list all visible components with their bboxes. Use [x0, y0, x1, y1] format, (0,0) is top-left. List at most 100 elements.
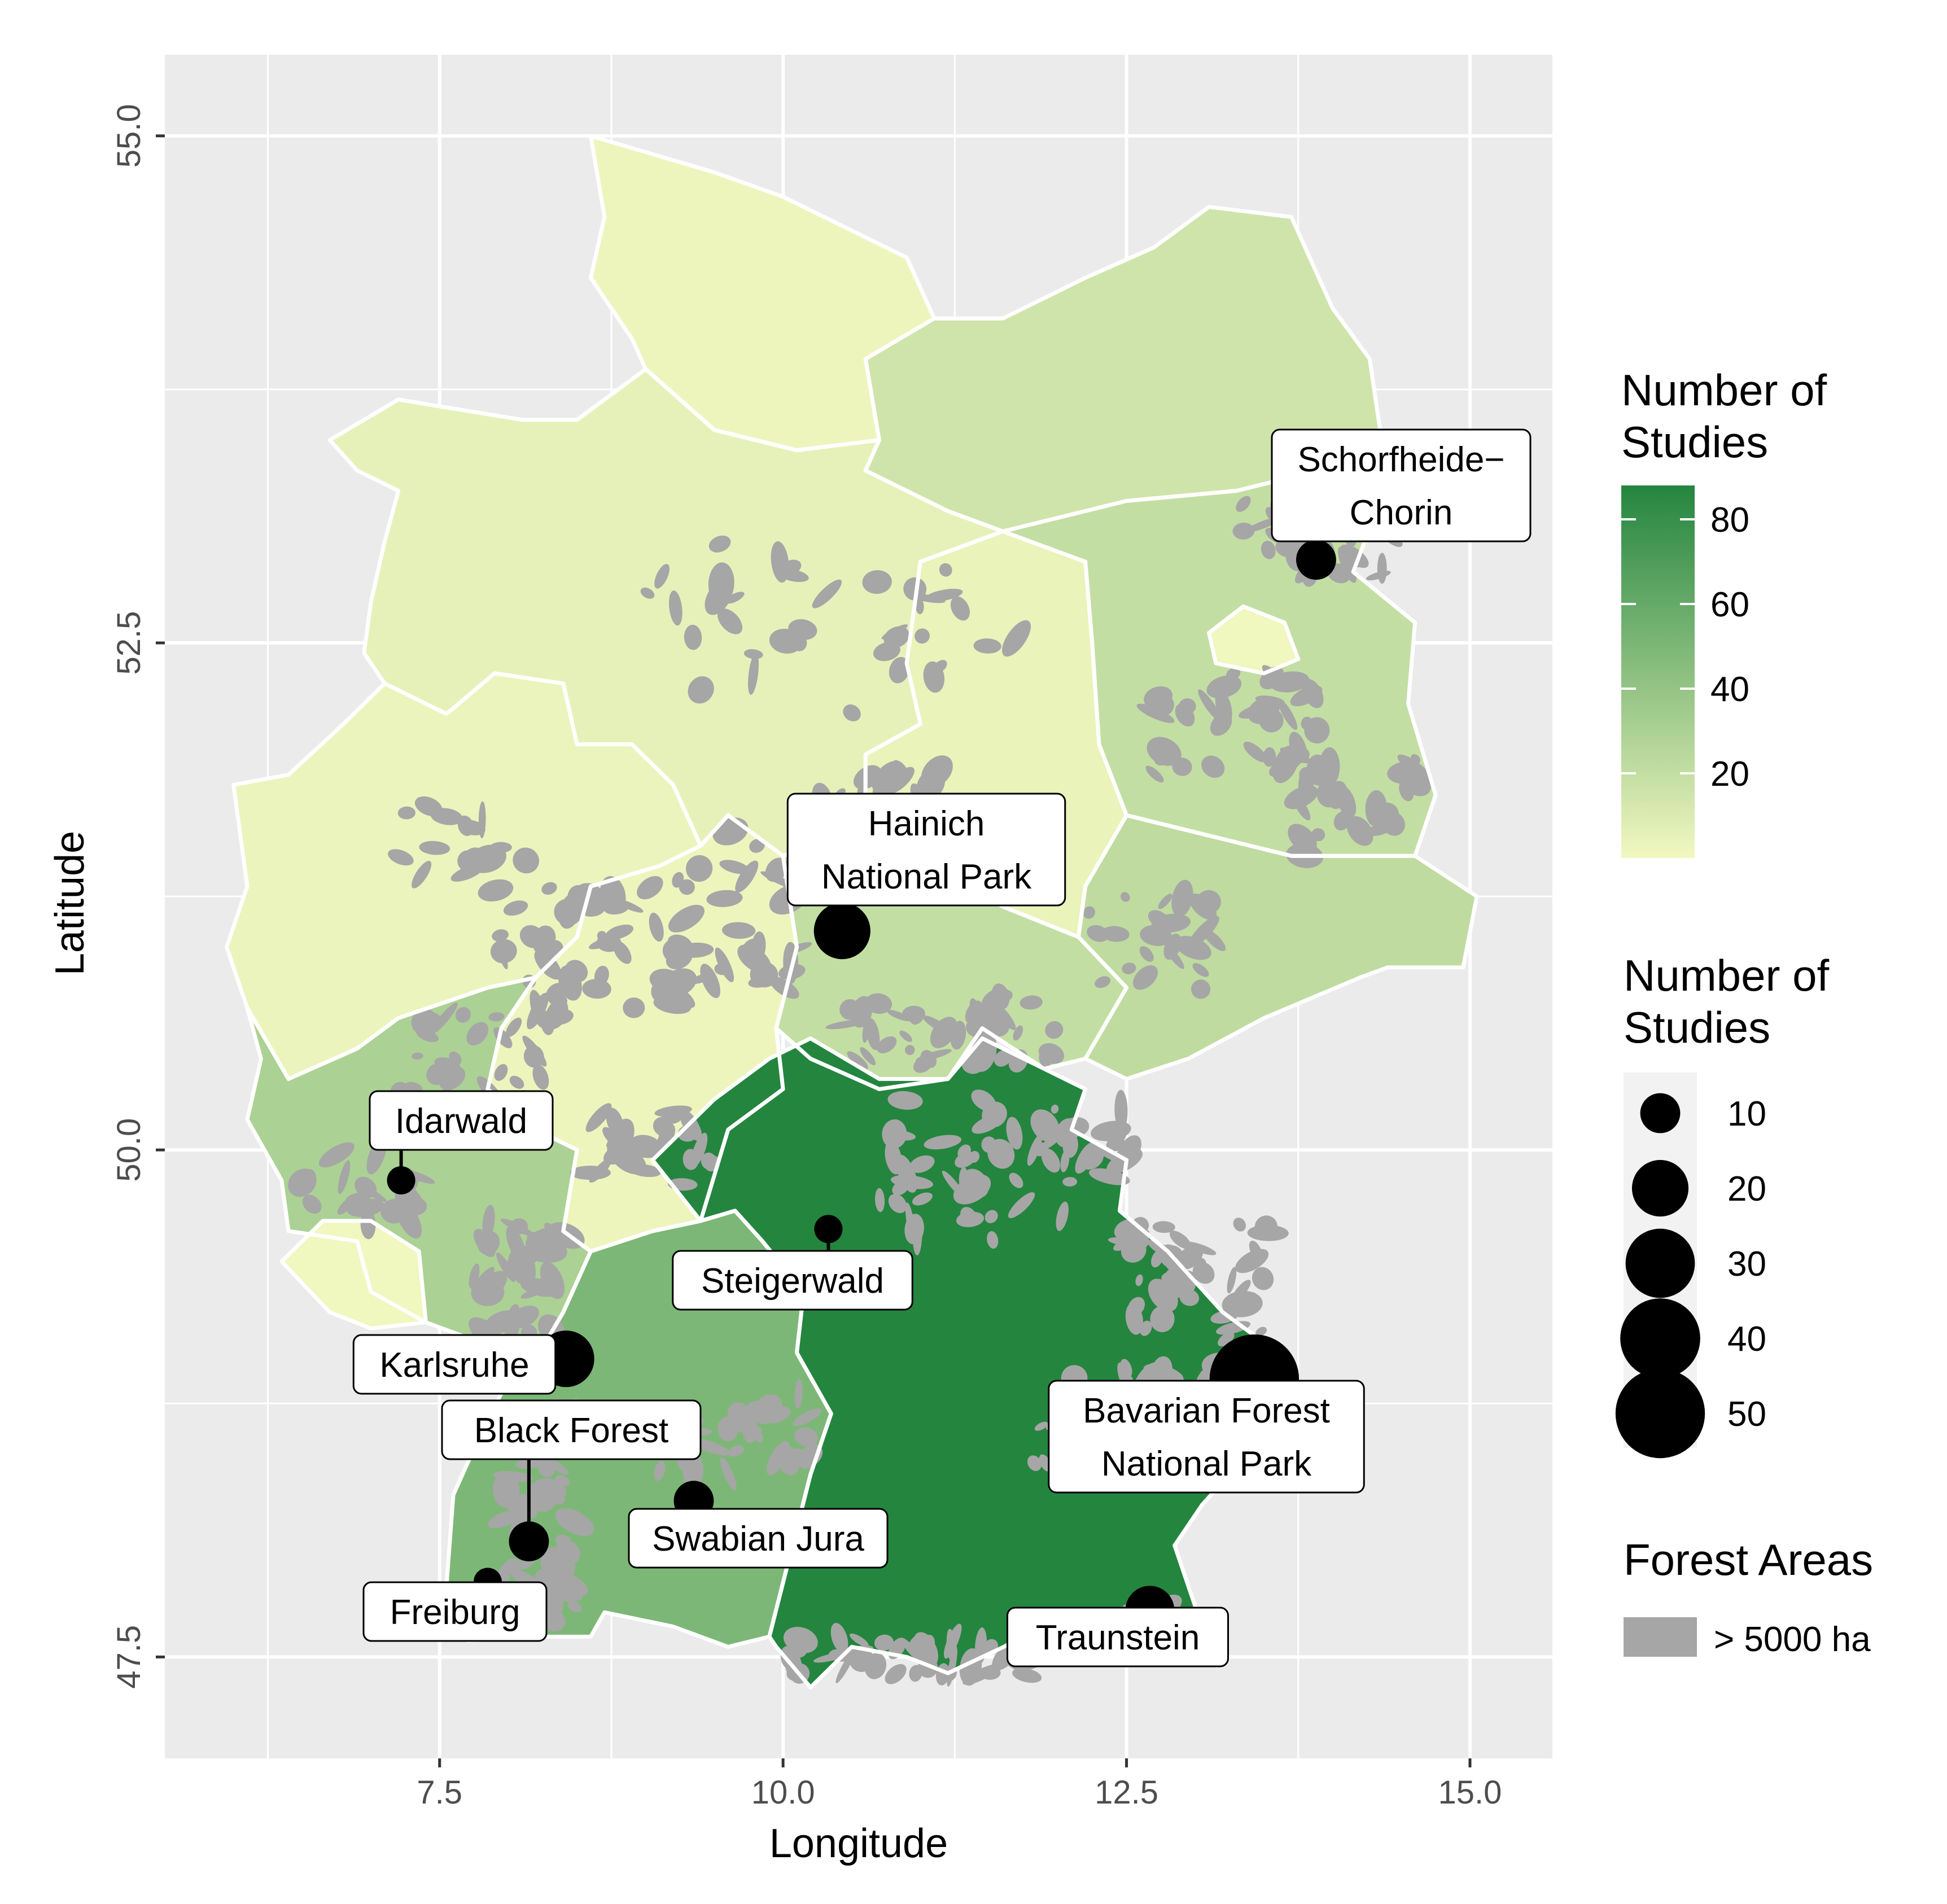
- forest-patch: [1139, 946, 1154, 962]
- label-box: [369, 1090, 554, 1151]
- region-lower-saxony: [330, 369, 1003, 856]
- forest-patch: [1128, 1297, 1145, 1316]
- size-key-label: 20: [1727, 1170, 1766, 1209]
- forest-patch: [1254, 1215, 1277, 1238]
- site-label-text: Schorfheide−: [1297, 440, 1504, 479]
- forest-patch: [1243, 741, 1267, 763]
- forest-patch: [450, 864, 484, 882]
- forest-patch: [889, 656, 910, 684]
- forest-patch: [1196, 890, 1221, 914]
- forest-patch: [1152, 1221, 1175, 1233]
- forest-patch: [489, 842, 512, 853]
- forest-patch: [892, 1180, 909, 1196]
- forest-patch: [541, 882, 557, 895]
- forest-patch: [1095, 976, 1111, 988]
- x-tick-label: 10.0: [751, 1774, 815, 1811]
- forest-patch: [603, 1140, 638, 1165]
- forest-patch: [994, 1050, 1012, 1067]
- forest-patch: [793, 1408, 822, 1426]
- forest-patch: [1041, 1148, 1061, 1173]
- label-box: [1007, 1607, 1229, 1667]
- forest-patch: [554, 1475, 570, 1487]
- forest-patch: [1228, 1292, 1256, 1306]
- forest-patch: [1120, 892, 1130, 902]
- forest-patch: [466, 1022, 489, 1046]
- site-label-swabian-jura: Swabian Jura: [628, 1508, 889, 1569]
- forest-patch: [594, 965, 609, 986]
- size-key-label: 40: [1727, 1320, 1766, 1359]
- forest-patch: [606, 1108, 624, 1136]
- forest-patch: [527, 992, 549, 1030]
- forest-patch: [1278, 699, 1298, 730]
- forest-patch: [567, 1600, 581, 1613]
- forest-patch: [753, 1394, 782, 1424]
- size-key-circle: [1625, 1228, 1695, 1298]
- forest-patch: [1122, 962, 1136, 974]
- site-label-bavarian-forest-national-park: Bavarian Forest National Park: [1048, 1380, 1365, 1494]
- forest-patch: [904, 1214, 924, 1245]
- forest-patch: [1192, 963, 1209, 977]
- forest-patch: [493, 1027, 513, 1049]
- size-key-label: 10: [1727, 1095, 1766, 1133]
- forest-patch: [1062, 1177, 1078, 1187]
- forest-patch: [1030, 1109, 1060, 1142]
- forest-patch: [755, 1432, 763, 1443]
- forest-patch: [950, 596, 970, 621]
- forest-patch: [877, 1036, 897, 1054]
- forest-patch: [939, 563, 952, 577]
- label-box: [441, 1399, 702, 1460]
- forest-patch: [909, 1155, 935, 1173]
- forest-patch: [291, 1168, 316, 1194]
- region-border-saarland: [279, 1219, 428, 1330]
- forest-patch: [1088, 1168, 1130, 1185]
- forest-patch: [1232, 522, 1255, 540]
- forest-patch: [708, 535, 731, 553]
- forest-patch: [1201, 755, 1225, 778]
- forest-patch: [494, 1063, 508, 1081]
- y-axis-ticks: 47.5 50.0 52.5 55.0: [111, 104, 165, 1689]
- forest-patch: [558, 965, 582, 1001]
- size-key-circle: [1640, 1093, 1681, 1133]
- forest-patch: [397, 1196, 427, 1216]
- forest-patch: [1027, 1134, 1042, 1166]
- forest-patch: [987, 1139, 1015, 1169]
- forest-patch: [500, 1218, 534, 1236]
- forest-patch: [524, 1238, 567, 1263]
- label-box: [672, 1250, 913, 1311]
- forest-patch: [668, 590, 682, 626]
- label-box: [352, 1334, 557, 1395]
- forest-patch: [913, 1632, 939, 1667]
- site-point-steigerwald: [814, 1215, 843, 1244]
- size-key-label: 30: [1727, 1245, 1766, 1284]
- forest-patch: [1206, 675, 1242, 699]
- forest-patch: [347, 1198, 384, 1217]
- forest-patch: [860, 1047, 876, 1066]
- forest-patch: [1151, 693, 1174, 716]
- forest-patch: [679, 879, 695, 895]
- forest-patch: [913, 1054, 934, 1073]
- forest-patch: [1259, 708, 1284, 733]
- forest-patch: [496, 942, 508, 970]
- forest-patch: [1340, 544, 1369, 568]
- label-box: [1271, 428, 1532, 542]
- label-box: [628, 1508, 889, 1569]
- site-label-black-forest: Black Forest: [441, 1399, 702, 1460]
- site-point-schorfheide-chorin: [1296, 540, 1336, 580]
- forest-patch: [985, 1210, 998, 1223]
- forest-patch: [356, 1177, 373, 1200]
- forest-patch: [589, 1158, 612, 1183]
- forest-patch: [496, 1252, 515, 1283]
- site-label-karlsruhe: Karlsruhe: [352, 1334, 557, 1395]
- forest-patch: [904, 1045, 915, 1056]
- forest-patch: [1006, 1117, 1023, 1150]
- forest-patch: [1175, 936, 1211, 960]
- forest-patch: [522, 1035, 547, 1067]
- forest-patch: [1346, 816, 1373, 846]
- forest-patch: [987, 1231, 999, 1249]
- forest-patch: [1172, 758, 1192, 776]
- forest-patch: [850, 1633, 869, 1647]
- forest-patch: [1012, 1668, 1042, 1683]
- x-tick-label: 7.5: [417, 1774, 462, 1811]
- forest-patch: [973, 638, 1001, 654]
- x-axis-title: Longitude: [769, 1821, 948, 1866]
